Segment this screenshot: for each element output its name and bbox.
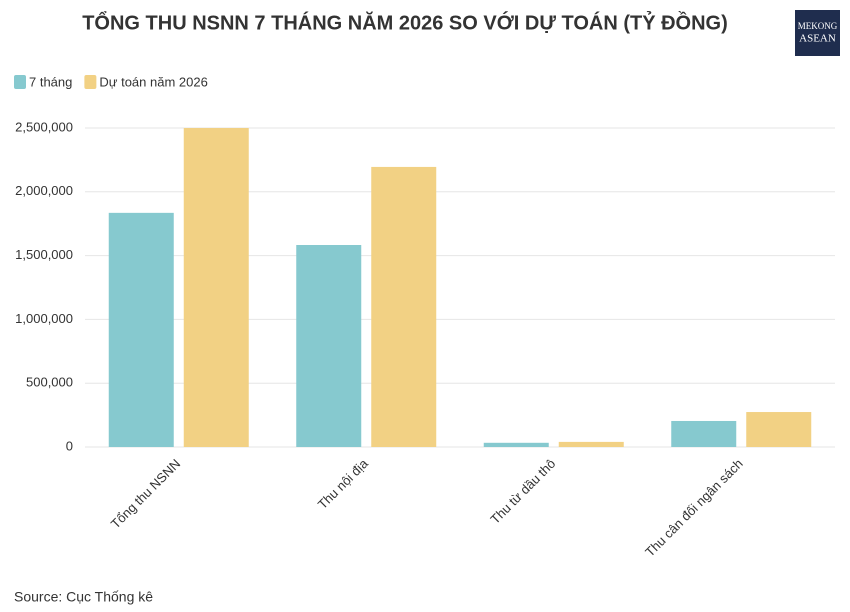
x-tick-label: Thu cân đối ngân sách <box>642 456 746 560</box>
y-tick-label: 500,000 <box>26 375 73 390</box>
logo-box <box>795 10 840 56</box>
y-tick-label: 2,500,000 <box>15 119 73 134</box>
bar <box>558 441 624 447</box>
legend-swatch <box>84 75 97 89</box>
logo-text: ASEAN <box>799 33 836 45</box>
chart-title: TỔNG THU NSNN 7 THÁNG NĂM 2026 SO VỚI DỰ… <box>82 10 728 34</box>
y-tick-label: 2,000,000 <box>15 183 73 198</box>
bar <box>183 128 249 447</box>
legend-label: Dự toán năm 2026 <box>99 74 207 89</box>
bar <box>296 245 362 447</box>
legend-label: 7 tháng <box>29 74 72 89</box>
bar <box>371 166 437 447</box>
bar <box>746 412 812 447</box>
source: Source: Cục Thống kê <box>14 589 153 605</box>
y-tick-label: 0 <box>66 438 73 453</box>
bar <box>483 442 549 447</box>
logo-text: MEKONG <box>798 21 838 31</box>
x-tick-label: Thu từ dầu thô <box>487 456 558 527</box>
legend-swatch <box>14 75 26 89</box>
bar <box>671 420 737 447</box>
y-tick-label: 1,000,000 <box>15 311 73 326</box>
y-tick-label: 1,500,000 <box>15 247 73 262</box>
bar <box>108 212 174 447</box>
x-tick-label: Thu nội địa <box>315 455 372 512</box>
x-tick-label: Tổng thu NSNN <box>108 456 183 531</box>
